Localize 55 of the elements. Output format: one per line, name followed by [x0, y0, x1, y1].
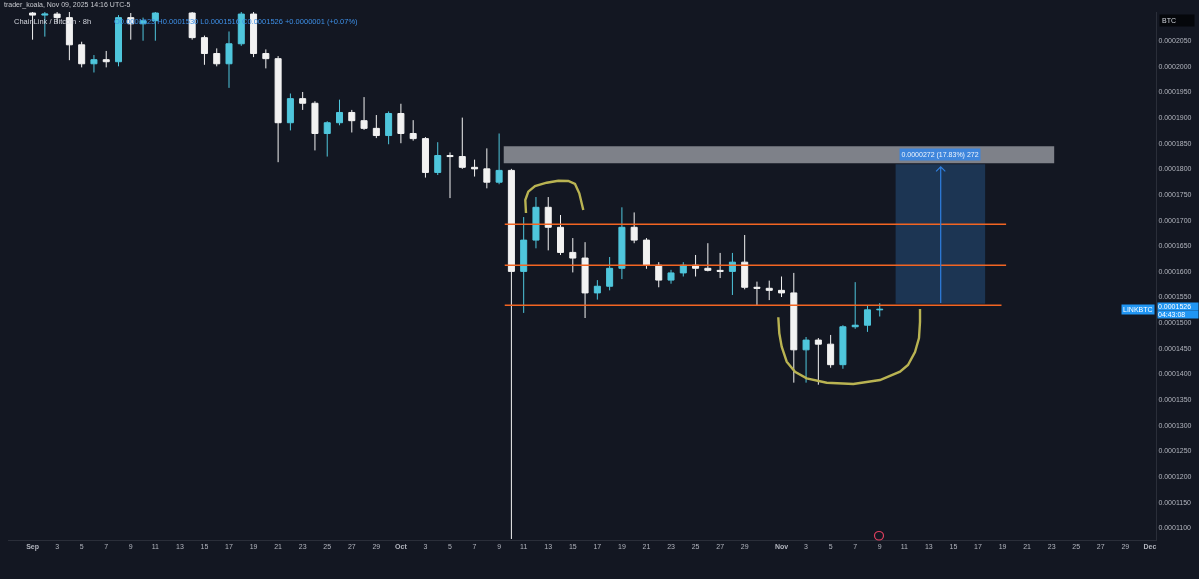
candlestick: [471, 159, 479, 178]
candlestick: [741, 234, 749, 290]
candlestick: [642, 237, 650, 270]
candlestick: [778, 276, 786, 298]
candlestick: [446, 151, 454, 199]
candlestick: [483, 147, 491, 189]
candlestick: [90, 54, 98, 73]
candlestick: [569, 237, 577, 273]
candlestick: [458, 117, 466, 170]
candlestick: [102, 50, 110, 68]
candlestick: [286, 93, 294, 131]
candlestick: [520, 216, 528, 314]
candlestick: [507, 168, 515, 540]
candlestick: [311, 100, 319, 151]
candlestick: [593, 279, 601, 301]
candlestick: [630, 211, 638, 244]
candlestick: [606, 256, 614, 291]
candlestick: [299, 91, 307, 111]
candlestick: [704, 242, 712, 272]
candlestick: [544, 196, 552, 251]
candlestick: [372, 114, 380, 139]
candlestick: [213, 47, 221, 67]
candlestick: [814, 337, 822, 386]
candlestick: [262, 48, 270, 69]
candlestick: [385, 110, 393, 145]
candlestick: [839, 324, 847, 370]
candlestick: [716, 252, 724, 279]
candlestick: [765, 280, 773, 301]
candlestick: [200, 35, 208, 66]
candlestick: [753, 281, 761, 306]
candlestick: [360, 96, 368, 131]
candlestick: [336, 99, 344, 126]
candlestick: [667, 269, 675, 285]
candlestick: [655, 261, 663, 288]
candlestick: [679, 261, 687, 278]
candlestick: [397, 103, 405, 144]
candlestick: [348, 109, 356, 133]
candlestick: [863, 304, 871, 333]
candlestick: [802, 336, 810, 384]
candlestick: [409, 119, 417, 142]
candlestick: [851, 281, 859, 330]
candlestick: [790, 272, 798, 384]
candlestick: [225, 30, 233, 89]
candlestick: [323, 120, 331, 158]
candlestick: [557, 214, 565, 256]
candlestick: [78, 41, 86, 68]
candlestick: [274, 55, 282, 163]
candlestick: [618, 206, 626, 280]
candlestick: [434, 141, 442, 176]
candlestick: [421, 136, 429, 179]
candlestick: [827, 334, 835, 369]
candlestick: [876, 302, 884, 317]
candlestick: [495, 132, 503, 185]
candlestick: [581, 241, 589, 319]
candlestick: [532, 196, 540, 249]
